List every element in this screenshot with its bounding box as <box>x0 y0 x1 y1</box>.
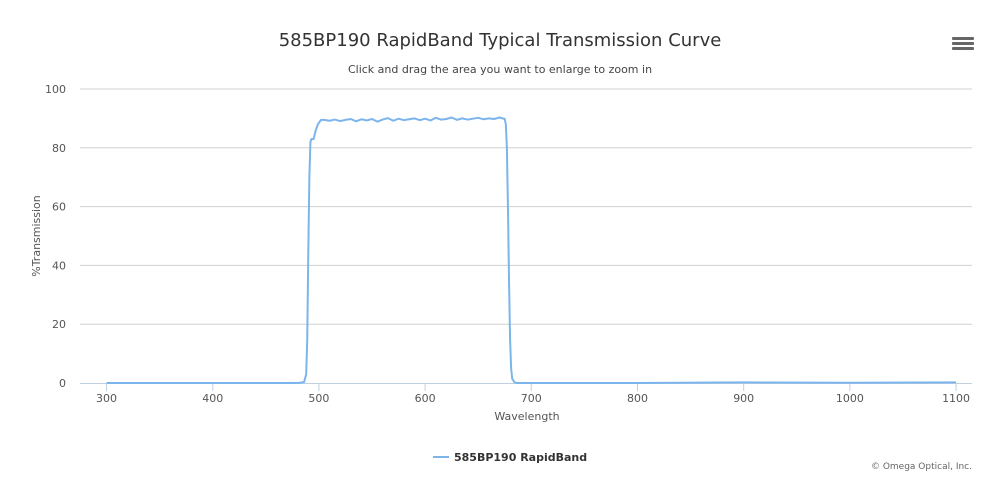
y-tick-label: 20 <box>52 318 66 331</box>
x-axis-label: Wavelength <box>494 410 559 423</box>
x-tick-label: 1100 <box>942 392 970 405</box>
legend[interactable]: 585BP190 RapidBand <box>433 451 587 464</box>
x-tick-label: 700 <box>521 392 542 405</box>
x-axis: 300 400 500 600 700 800 900 1000 1100 <box>80 383 972 405</box>
credit-text[interactable]: © Omega Optical, Inc. <box>870 462 972 472</box>
x-tick-label: 300 <box>96 392 117 405</box>
chart-title: 585BP190 RapidBand Typical Transmission … <box>278 30 722 51</box>
y-tick-label: 100 <box>45 83 66 96</box>
x-tick-label: 600 <box>415 392 436 405</box>
y-tick-label: 80 <box>52 142 66 155</box>
x-tick-label: 500 <box>308 392 329 405</box>
y-tick-label: 40 <box>52 259 66 272</box>
y-axis-label: %Transmission <box>30 195 43 277</box>
hamburger-menu-icon[interactable] <box>952 37 974 53</box>
y-axis-ticks: 0 20 40 60 80 100 <box>45 83 66 390</box>
series-group[interactable] <box>106 116 957 384</box>
legend-label[interactable]: 585BP190 RapidBand <box>454 451 587 464</box>
x-tick-label: 800 <box>627 392 648 405</box>
series-line-0[interactable] <box>106 116 957 384</box>
y-tick-label: 60 <box>52 201 66 214</box>
x-tick-label: 1000 <box>836 392 864 405</box>
x-tick-label: 900 <box>733 392 754 405</box>
y-tick-label: 0 <box>59 377 66 390</box>
chart-subtitle: Click and drag the area you want to enla… <box>347 63 653 76</box>
grid-lines <box>80 88 972 325</box>
x-tick-label: 400 <box>202 392 223 405</box>
